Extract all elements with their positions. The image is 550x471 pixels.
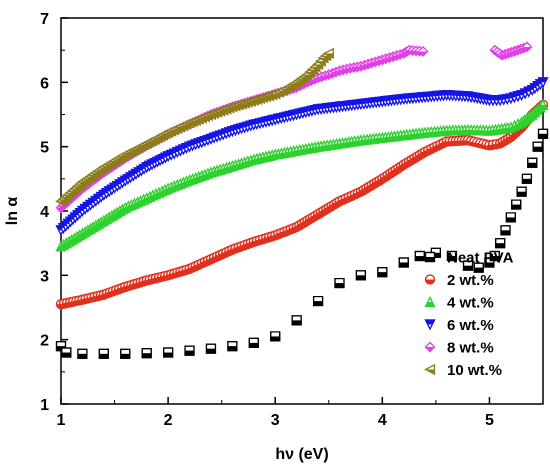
data-point: [495, 238, 506, 249]
x-tick-label: 2: [164, 412, 173, 429]
data-point: [184, 345, 195, 356]
data-point: [489, 250, 500, 262]
legend-marker: [424, 341, 436, 353]
y-tick-label: 5: [40, 140, 49, 157]
y-tick-label: 1: [40, 397, 49, 414]
x-axis-label: hν (eV): [275, 446, 328, 463]
legend-item: 4 wt.%: [424, 295, 494, 312]
legend-label: 10 wt.%: [447, 362, 502, 379]
data-point: [537, 128, 549, 139]
y-tick-label: 6: [40, 75, 49, 92]
legend-marker: [424, 296, 436, 308]
data-point: [120, 348, 131, 359]
data-point: [61, 347, 72, 358]
data-point: [77, 348, 88, 359]
data-point: [98, 348, 109, 359]
y-tick-label: 7: [40, 11, 49, 28]
data-point: [291, 315, 302, 326]
data-point: [511, 199, 522, 210]
x-axis-ticks: 1 2 3 4 5: [57, 397, 494, 429]
legend-item: 8 wt.%: [424, 340, 494, 357]
legend-label: 2 wt.%: [447, 272, 494, 289]
legend-label: 6 wt.%: [447, 317, 494, 334]
legend-item: 2 wt.%: [424, 272, 494, 289]
series-10-wt-: [55, 47, 334, 207]
data-point: [334, 277, 345, 289]
data-point: [462, 260, 474, 271]
legend-item: 6 wt.%: [424, 317, 494, 334]
legend-label: Neat PVA: [447, 250, 514, 267]
data-point: [398, 257, 409, 268]
data-point: [414, 250, 425, 262]
data-point: [537, 77, 549, 89]
data-point: [355, 270, 367, 281]
y-tick-label: 4: [40, 204, 49, 221]
legend: Neat PVA 2 wt.% 4 wt.% 6 wt.% 8 wt.% 10 wt.%: [424, 250, 514, 379]
x-tick-label: 1: [57, 412, 66, 429]
data-point: [505, 212, 516, 223]
legend-marker: [424, 274, 436, 285]
legend-marker: [424, 364, 436, 375]
data-point: [377, 267, 388, 278]
y-tick-label: 2: [40, 333, 49, 350]
series-neat-pva: [55, 128, 549, 359]
data-point: [227, 341, 238, 352]
data-point: [141, 348, 152, 359]
data-point: [532, 141, 543, 152]
data-point: [417, 46, 429, 57]
data-point: [163, 347, 174, 358]
data-point: [322, 47, 334, 59]
data-point: [521, 41, 533, 53]
data-point: [312, 295, 324, 307]
x-tick-label: 3: [271, 412, 280, 429]
legend-item: 10 wt.%: [424, 362, 502, 379]
y-tick-label: 3: [40, 268, 49, 285]
data-point: [537, 99, 549, 110]
legend-label: 8 wt.%: [447, 340, 494, 357]
data-point: [270, 331, 281, 342]
legend-item: Neat PVA: [424, 250, 514, 267]
x-tick-label: 5: [485, 412, 494, 429]
data-point: [248, 337, 259, 348]
series-4-wt-: [55, 99, 549, 252]
x-tick-label: 4: [378, 412, 387, 429]
series-layer: [55, 41, 549, 359]
data-point: [521, 173, 533, 184]
legend-marker: [424, 251, 436, 263]
data-point: [473, 262, 484, 273]
data-point: [205, 343, 217, 354]
legend-label: 4 wt.%: [447, 295, 494, 312]
legend-marker: [424, 319, 436, 331]
series-6-wt-: [55, 77, 549, 237]
data-point: [446, 250, 458, 262]
data-point: [516, 186, 527, 197]
data-point: [527, 157, 538, 168]
y-axis-label: ln α: [4, 197, 21, 226]
data-point: [500, 225, 511, 236]
